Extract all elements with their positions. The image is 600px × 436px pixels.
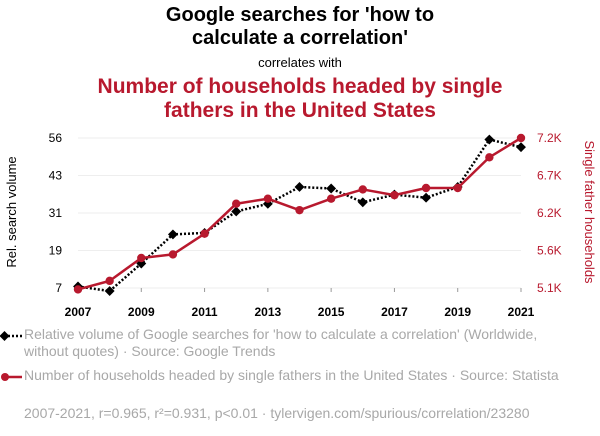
y-tick-label-right: 6.2K	[537, 206, 562, 220]
legend-item-fathers: Number of households headed by single fa…	[0, 367, 560, 403]
axes: 7 5.1K 19 5.6K 31 6.2K 43 6.7K 56 7.2K 2007 2009 201…	[49, 131, 562, 319]
chart-title-line-1: Google searches for 'how to	[165, 4, 435, 26]
data-point-fathers	[137, 253, 146, 263]
y-axis-label-right: Single father households	[582, 140, 597, 284]
data-point-fathers	[168, 250, 178, 259]
y-axis-label-left: Rel. search volume	[4, 156, 19, 267]
secondary-title-line-1: Number of households headed by single	[97, 75, 503, 98]
legend-label-fathers: Number of households headed by single fa…	[24, 367, 559, 383]
legend-label-search: Relative volume of Google searches for '…	[24, 326, 538, 359]
y-tick-label-left: 31	[49, 206, 63, 220]
series-line-search	[77, 138, 522, 293]
chart-title: Google searches for 'how to calculate a …	[0, 4, 600, 50]
data-point-fathers	[73, 285, 83, 294]
data-point-search	[167, 229, 178, 240]
y-tick-label-right: 7.2K	[537, 131, 562, 145]
data-point-search	[326, 183, 337, 194]
data-point-fathers	[200, 229, 209, 238]
data-point-fathers	[263, 194, 273, 203]
x-tick-label: 2015	[318, 305, 345, 319]
data-point-search	[484, 134, 495, 145]
data-point-fathers	[516, 133, 526, 143]
data-point-search	[231, 206, 242, 217]
secondary-title: Number of households headed by single fa…	[0, 75, 600, 123]
y-tick-label-left: 56	[49, 131, 63, 145]
data-point-fathers	[295, 205, 304, 215]
data-point-search	[421, 192, 432, 203]
grid-lines	[78, 137, 521, 289]
x-tick-label: 2021	[508, 305, 535, 319]
data-point-fathers	[453, 183, 462, 193]
secondary-title-line-2: fathers in the United States	[164, 99, 436, 122]
y-tick-label-right: 5.6K	[537, 244, 562, 258]
chart-subtitle: correlates with	[258, 55, 342, 70]
data-point-fathers	[485, 153, 494, 162]
y-tick-label-right: 6.7K	[537, 169, 562, 183]
single-father-series	[73, 133, 526, 294]
data-point-fathers	[232, 199, 241, 208]
x-tick-label: 2017	[381, 305, 408, 319]
legend-item-search: Relative volume of Google searches for '…	[0, 326, 560, 362]
y-tick-label-left: 7	[55, 281, 62, 295]
title-block: Google searches for 'how to calculate a …	[0, 0, 600, 123]
data-point-fathers	[105, 276, 114, 286]
chart-title-line-2: calculate a correlation'	[192, 27, 408, 49]
y-tick-label-left: 43	[49, 169, 63, 183]
data-point-fathers	[421, 183, 431, 193]
data-point-search	[294, 182, 305, 192]
x-tick-label: 2019	[444, 305, 471, 319]
data-point-fathers	[390, 190, 399, 200]
legend-swatch-fathers	[1, 373, 22, 381]
footer-stats: 2007-2021, r=0.965, r²=0.931, p<0.01 · t…	[24, 405, 530, 421]
search-volume-series	[73, 134, 526, 297]
data-point-fathers	[358, 185, 367, 194]
data-point-search	[357, 197, 368, 208]
y-tick-label-right: 5.1K	[537, 281, 562, 295]
data-point-fathers	[326, 194, 336, 203]
x-tick-label: 2011	[192, 305, 218, 319]
x-tick-label: 2013	[255, 305, 282, 319]
y-tick-label-left: 19	[49, 244, 63, 258]
x-tick-label: 2007	[65, 305, 92, 319]
legend-swatch-search	[0, 331, 22, 341]
x-tick-label: 2009	[128, 305, 155, 319]
data-point-search	[516, 142, 526, 153]
